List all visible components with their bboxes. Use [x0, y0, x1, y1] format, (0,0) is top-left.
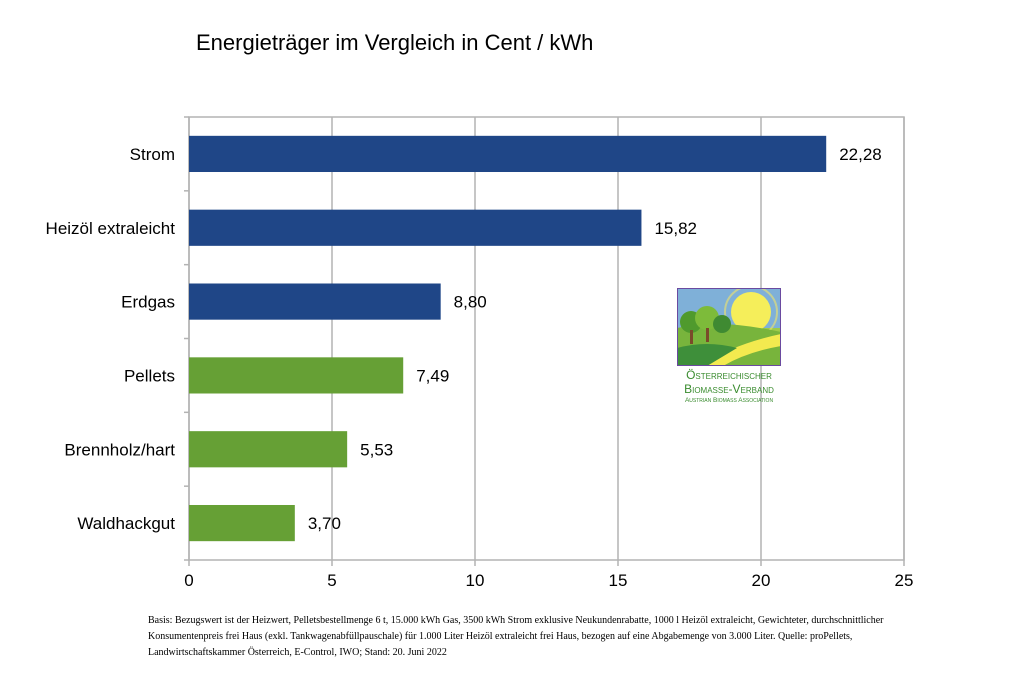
category-label: Brennholz/hart [64, 440, 175, 459]
footnote: Basis: Bezugswert ist der Heizwert, Pell… [148, 613, 968, 661]
plot-frame [188, 116, 905, 561]
logo-line-1: Österreichischer [686, 368, 772, 382]
footnote-line-1: Basis: Bezugswert ist der Heizwert, Pell… [148, 615, 884, 626]
category-label: Pellets [124, 366, 175, 385]
bar [189, 283, 441, 320]
chart-title: Energieträger im Vergleich in Cent / kWh [196, 30, 594, 55]
bar [189, 209, 642, 246]
value-label: 7,49 [416, 366, 449, 385]
labels: 0 5 10 15 20 25 Strom 22,28 Heizöl extraleicht 15… [46, 145, 914, 590]
bar [189, 504, 295, 542]
bar [189, 357, 404, 394]
bars [189, 135, 827, 542]
footnote-line-3: Landwirtschaftskammer Österreich, E-Cont… [148, 647, 447, 658]
value-label: 5,53 [360, 440, 393, 459]
axes [184, 116, 905, 566]
bar [189, 135, 827, 173]
gridlines [188, 116, 905, 561]
category-label: Heizöl extraleicht [46, 219, 176, 238]
bar [189, 431, 348, 468]
value-label: 15,82 [654, 219, 697, 238]
logo-landscape-icon [677, 288, 781, 366]
logo-line-3: Austrian Biomass Association [684, 397, 774, 404]
x-tick-label: 20 [752, 571, 771, 590]
value-label: 3,70 [308, 514, 341, 533]
footnote-line-2: Konsumentenpreis frei Haus (exkl. Tankwa… [148, 631, 853, 642]
bar-chart: 0 5 10 15 20 25 Strom 22,28 Heizöl extraleicht 15… [46, 116, 914, 590]
x-tick-label: 15 [609, 571, 628, 590]
category-label: Erdgas [121, 293, 175, 312]
x-tick-label: 25 [895, 571, 914, 590]
category-label: Strom [130, 145, 175, 164]
x-tick-label: 0 [184, 571, 193, 590]
biomasse-verband-logo: Österreichischer Biomasse-Verband Austri… [672, 288, 786, 406]
value-label: 8,80 [454, 293, 487, 312]
value-label: 22,28 [839, 145, 882, 164]
logo-text: Österreichischer Biomasse-Verband Austri… [672, 368, 786, 406]
x-tick-label: 10 [466, 571, 485, 590]
x-tick-label: 5 [327, 571, 336, 590]
logo-line-2: Biomasse-Verband [684, 382, 774, 396]
category-label: Waldhackgut [77, 514, 175, 533]
